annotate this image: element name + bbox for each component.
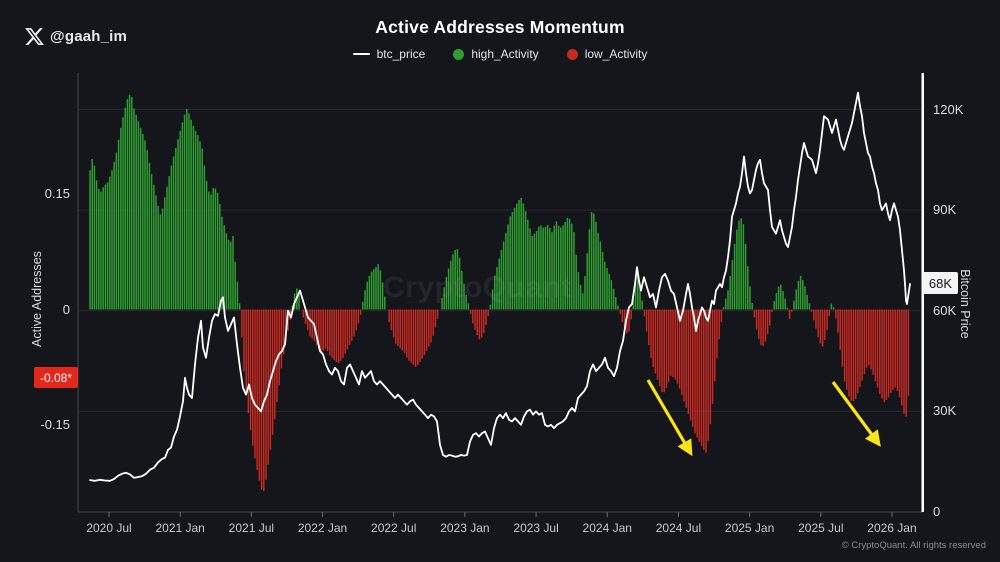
y-tick-right: 120K [933, 101, 964, 117]
right-axis-title: Bitcoin Price [958, 269, 972, 339]
line-swatch-icon [352, 52, 370, 56]
x-tick: 2023 Jul [513, 521, 559, 535]
price-current-badge: 68K [923, 272, 958, 294]
y-tick-right: 60K [933, 302, 957, 318]
handle-text: @gaah_im [50, 28, 128, 45]
x-twitter-logo-icon [25, 27, 44, 46]
x-tick: 2025 Jul [798, 521, 844, 535]
legend-item-btc-price[interactable]: btc_price [352, 47, 426, 61]
y-tick-left: -0.15 [40, 417, 70, 433]
x-tick: 2020 Jul [86, 521, 132, 535]
red-dot-icon [566, 48, 578, 60]
x-tick: 2021 Jul [228, 521, 275, 535]
left-axis-title: Active Addresses [30, 251, 44, 347]
y-tick-left: 0 [62, 301, 70, 317]
x-tick: 2022 Jul [371, 521, 417, 535]
legend-label: high_Activity [471, 47, 539, 61]
chart-title: Active Addresses Momentum [375, 17, 625, 37]
legend-item-low-activity[interactable]: low_Activity [566, 47, 648, 61]
y-tick-right: 90K [933, 202, 957, 218]
y-tick-right: 30K [933, 403, 957, 419]
legend-label: btc_price [376, 47, 426, 61]
legend-label: low_Activity [584, 47, 648, 61]
x-tick: 2026 Jan [867, 521, 917, 535]
y-tick-left: 0.15 [44, 185, 70, 201]
x-tick: 2025 Jan [724, 521, 775, 535]
author-handle: @gaah_im [24, 26, 127, 47]
x-tick: 2023 Jan [440, 521, 490, 535]
x-tick: 2021 Jan [155, 521, 205, 535]
green-dot-icon [453, 48, 465, 60]
legend-item-high-activity[interactable]: high_Activity [453, 47, 539, 61]
momentum-current-badge: -0.08* [34, 367, 78, 388]
y-tick-right: 0 [933, 504, 941, 519]
x-tick: 2024 Jul [655, 521, 702, 535]
x-tick: 2024 Jan [582, 521, 632, 535]
legend: btc_price high_Activity low_Activity [0, 47, 1000, 61]
copyright-text: © CryptoQuant. All rights reserved [841, 540, 986, 551]
cryptoquant-watermark: CryptoQuant [383, 271, 572, 304]
trend-arrow-annotation [646, 379, 693, 457]
x-tick: 2022 Jan [297, 521, 348, 535]
trend-arrow-annotation [831, 381, 881, 447]
